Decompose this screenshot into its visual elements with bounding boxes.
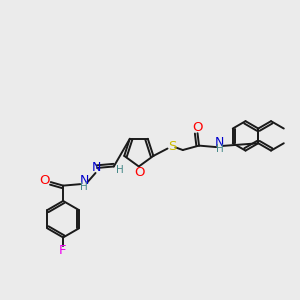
Text: S: S: [169, 140, 177, 153]
Text: O: O: [192, 121, 203, 134]
Text: H: H: [116, 165, 124, 175]
Text: F: F: [59, 244, 66, 257]
Text: N: N: [92, 161, 101, 174]
Text: N: N: [215, 136, 225, 149]
Text: O: O: [39, 174, 50, 188]
Text: H: H: [216, 144, 224, 154]
Text: H: H: [80, 182, 88, 191]
Text: O: O: [134, 166, 145, 179]
Text: N: N: [80, 173, 89, 187]
